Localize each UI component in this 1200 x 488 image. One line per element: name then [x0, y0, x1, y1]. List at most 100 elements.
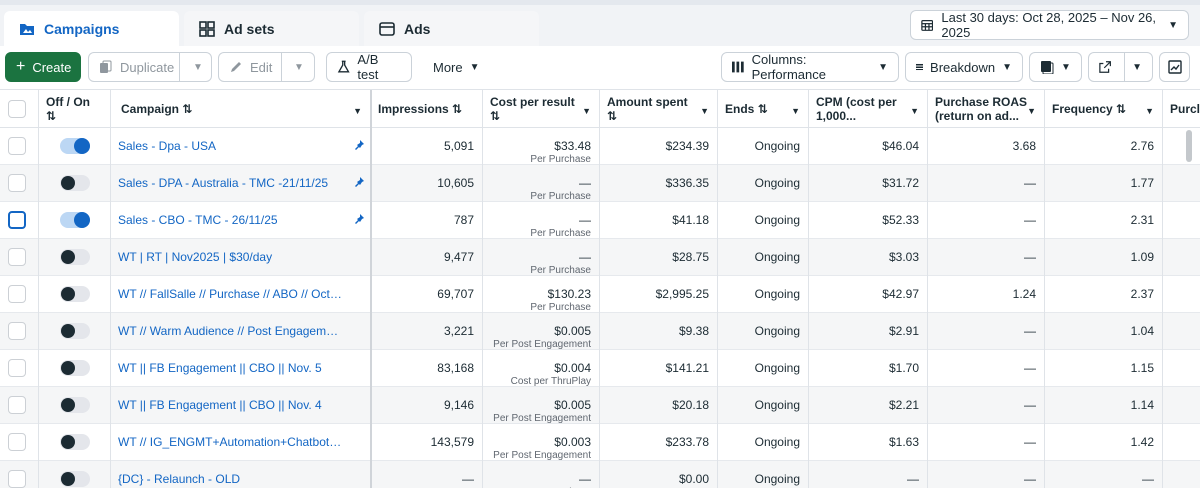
- campaign-name[interactable]: {DC} - Relaunch - OLD: [118, 472, 241, 486]
- campaign-toggle[interactable]: [60, 212, 90, 228]
- campaign-name-cell[interactable]: WT || FB Engagement || CBO || Nov. 4: [110, 387, 352, 424]
- chevron-down-icon: ▼: [294, 61, 304, 73]
- campaign-toggle[interactable]: [60, 434, 90, 450]
- select-all-checkbox[interactable]: [8, 100, 26, 118]
- column-cost-per-result[interactable]: Cost per result ⇅ ▼: [482, 90, 599, 128]
- duplicate-button[interactable]: Duplicate: [88, 52, 212, 82]
- table-row[interactable]: WT || FB Engagement || CBO || Nov. 5 83,1…: [0, 350, 1200, 387]
- campaign-name-cell[interactable]: WT | RT | Nov2025 | $30/day: [110, 239, 352, 276]
- row-checkbox[interactable]: [8, 322, 26, 340]
- table-row[interactable]: WT // IG_ENGMT+Automation+Chatbot // C..…: [0, 424, 1200, 461]
- chevron-down-icon: ▼: [582, 106, 591, 116]
- chart-icon: [1167, 60, 1182, 74]
- campaign-name[interactable]: WT || FB Engagement || CBO || Nov. 5: [118, 361, 322, 375]
- campaign-name[interactable]: WT // Warm Audience // Post Engagement /…: [118, 324, 344, 338]
- column-ends[interactable]: Ends ⇅ ▼: [717, 90, 808, 128]
- row-checkbox[interactable]: [8, 396, 26, 414]
- amount-spent-value: $9.38: [678, 324, 709, 338]
- cost-per-result-value: $0.005: [554, 398, 591, 412]
- reports-button[interactable]: ▼: [1029, 52, 1082, 82]
- table-row[interactable]: Sales - Dpa - USA 5,091 $33.48 Per Purchase…: [0, 128, 1200, 165]
- roas-value: —: [1024, 472, 1036, 486]
- column-campaign[interactable]: Campaign ⇅ ▼: [113, 90, 370, 128]
- campaign-toggle[interactable]: [60, 175, 90, 191]
- ends-cell: Ongoing: [717, 461, 808, 488]
- toggle-knob: [61, 398, 75, 412]
- row-checkbox[interactable]: [8, 211, 26, 229]
- row-checkbox[interactable]: [8, 285, 26, 303]
- ends-value: Ongoing: [754, 250, 800, 264]
- table-row[interactable]: WT || FB Engagement || CBO || Nov. 4 9,14…: [0, 387, 1200, 424]
- row-checkbox[interactable]: [8, 359, 26, 377]
- tab-campaigns[interactable]: Campaigns: [4, 11, 179, 46]
- row-checkbox[interactable]: [8, 174, 26, 192]
- campaign-name-cell[interactable]: Sales - CBO - TMC - 26/11/25: [110, 202, 352, 239]
- column-frequency[interactable]: Frequency ⇅ ▼: [1044, 90, 1162, 128]
- columns-button[interactable]: Columns: Performance ▼: [721, 52, 899, 82]
- ab-test-button[interactable]: A/B test: [326, 52, 412, 82]
- duplicate-dropdown-button[interactable]: ▼: [180, 52, 216, 82]
- column-cpm[interactable]: CPM (cost per 1,000... ▼: [808, 90, 927, 128]
- campaign-name[interactable]: Sales - CBO - TMC - 26/11/25: [118, 213, 278, 227]
- row-checkbox[interactable]: [8, 248, 26, 266]
- campaign-name[interactable]: Sales - DPA - Australia - TMC -21/11/25: [118, 176, 329, 190]
- campaign-toggle[interactable]: [60, 360, 90, 376]
- impressions-cell: 5,091: [372, 128, 482, 165]
- table-row[interactable]: WT // Warm Audience // Post Engagement /…: [0, 313, 1200, 350]
- impressions-cell: 83,168: [372, 350, 482, 387]
- table-row[interactable]: {DC} - Relaunch - OLD——Per Purchase$0.00…: [0, 461, 1200, 488]
- column-impressions[interactable]: Impressions ⇅: [370, 90, 482, 128]
- cpm-value: —: [907, 472, 919, 486]
- edit-button[interactable]: Edit: [218, 52, 315, 82]
- table-row[interactable]: Sales - DPA - Australia - TMC -21/11/25 1…: [0, 165, 1200, 202]
- chevron-down-icon: ▼: [1168, 19, 1178, 31]
- campaign-name[interactable]: WT // IG_ENGMT+Automation+Chatbot // C..…: [118, 435, 344, 449]
- columns-icon: [732, 61, 744, 73]
- pin-icon[interactable]: [354, 139, 366, 151]
- campaign-name-cell[interactable]: WT || FB Engagement || CBO || Nov. 5: [110, 350, 352, 387]
- pin-icon[interactable]: [354, 213, 366, 225]
- row-checkbox[interactable]: [8, 433, 26, 451]
- cost-per-result-value: —: [579, 472, 591, 486]
- campaign-toggle[interactable]: [60, 323, 90, 339]
- campaign-toggle[interactable]: [60, 471, 90, 487]
- row-checkbox[interactable]: [8, 137, 26, 155]
- cpm-value: $46.04: [882, 139, 919, 153]
- vertical-scrollbar[interactable]: [1186, 130, 1192, 162]
- campaign-name[interactable]: WT // FallSalle // Purchase // ABO // Oc…: [118, 287, 344, 301]
- campaign-toggle[interactable]: [60, 249, 90, 265]
- date-range-picker[interactable]: Last 30 days: Oct 28, 2025 – Nov 26, 202…: [910, 10, 1189, 40]
- campaign-toggle[interactable]: [60, 286, 90, 302]
- pin-icon[interactable]: [354, 176, 366, 188]
- campaign-name-cell[interactable]: WT // IG_ENGMT+Automation+Chatbot // C..…: [110, 424, 352, 461]
- impressions-cell: 9,477: [372, 239, 482, 276]
- breakdown-button[interactable]: Breakdown ▼: [905, 52, 1023, 82]
- row-checkbox[interactable]: [8, 470, 26, 488]
- column-purchase-roas[interactable]: Purchase ROAS (return on ad... ▼: [927, 90, 1044, 128]
- campaign-name-cell[interactable]: WT // FallSalle // Purchase // ABO // Oc…: [110, 276, 352, 313]
- column-purchases[interactable]: Purcl: [1162, 90, 1200, 128]
- tab-ad-sets[interactable]: Ad sets: [184, 11, 359, 46]
- campaign-name-cell[interactable]: Sales - DPA - Australia - TMC -21/11/25: [110, 165, 352, 202]
- charts-button[interactable]: [1159, 52, 1190, 82]
- column-off-on[interactable]: Off / On ⇅: [38, 90, 110, 128]
- create-button[interactable]: + Create: [5, 52, 81, 82]
- chevron-down-icon: ▼: [469, 61, 480, 73]
- campaign-name[interactable]: Sales - Dpa - USA: [118, 139, 217, 153]
- export-button[interactable]: ▼: [1088, 52, 1153, 82]
- campaign-name-cell[interactable]: WT // Warm Audience // Post Engagement /…: [110, 313, 352, 350]
- campaign-name[interactable]: WT || FB Engagement || CBO || Nov. 4: [118, 398, 322, 412]
- more-button[interactable]: More ▼: [422, 52, 484, 82]
- campaign-toggle[interactable]: [60, 138, 90, 154]
- campaign-name-cell[interactable]: Sales - Dpa - USA: [110, 128, 352, 165]
- table-row[interactable]: WT | RT | Nov2025 | $30/day 9,477— Per Pur…: [0, 239, 1200, 276]
- cost-per-result-wrap: —: [490, 213, 591, 227]
- tab-ads[interactable]: Ads: [364, 11, 539, 46]
- campaign-name-cell[interactable]: {DC} - Relaunch - OLD: [110, 461, 352, 488]
- table-row[interactable]: Sales - CBO - TMC - 26/11/25 787— Per Purc…: [0, 202, 1200, 239]
- campaign-name[interactable]: WT | RT | Nov2025 | $30/day: [118, 250, 273, 264]
- column-amount-spent[interactable]: Amount spent ⇅ ▼: [599, 90, 717, 128]
- table-row[interactable]: WT // FallSalle // Purchase // ABO // Oc…: [0, 276, 1200, 313]
- campaign-toggle[interactable]: [60, 397, 90, 413]
- edit-dropdown-button[interactable]: ▼: [281, 52, 317, 82]
